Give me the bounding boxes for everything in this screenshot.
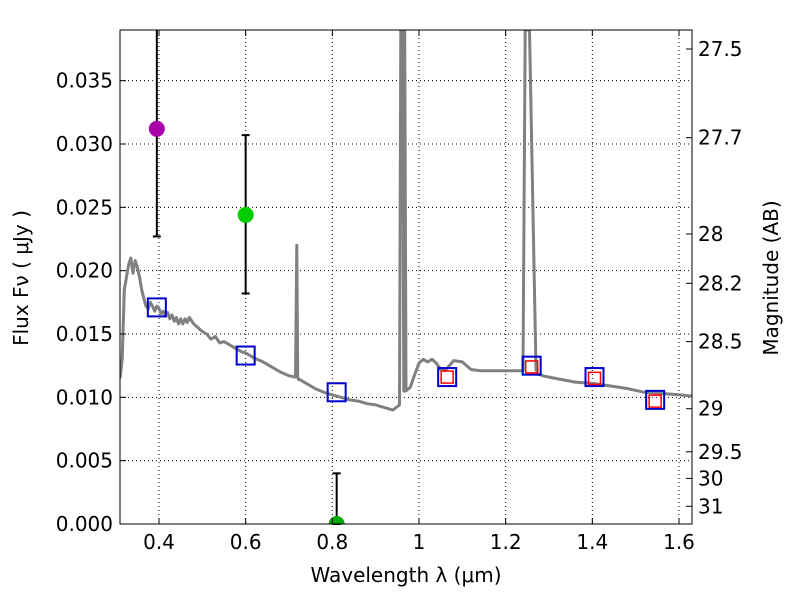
mag-tick-label: 28	[698, 222, 723, 246]
model-photometry-square	[584, 367, 605, 388]
y-tick-label: 0.035	[56, 69, 113, 93]
mag-tick-label: 28.2	[698, 271, 743, 295]
model-spectrum	[120, 30, 692, 412]
y-tick-label: 0.030	[56, 132, 113, 156]
y-tick-label: 0.000	[56, 512, 113, 536]
spectrum-line	[120, 30, 692, 412]
plot-frame	[119, 29, 693, 525]
mag-tick-label: 27.7	[698, 126, 743, 150]
error-bars	[152, 30, 341, 525]
x-tick-label: 0.8	[316, 530, 348, 554]
y-axis-ticks: 0.000 0.005 0.010 0.015 0.020 0.025 0.030 0.035	[56, 69, 126, 536]
observed-photometry-square	[587, 371, 602, 386]
x-tick-label: 1	[413, 530, 426, 554]
observed-photometry-square	[524, 360, 539, 374]
magnitude-axis-ticks: 27.5 27.7 28 28.2 28.5 29 29.530 31	[686, 37, 743, 518]
mag-tick-label: 29.5	[698, 440, 743, 464]
model-photometry-square	[437, 367, 458, 388]
y-tick-label: 0.010	[56, 385, 113, 409]
model-photometry-square	[645, 389, 666, 410]
mag-tick-label: 30	[698, 466, 723, 490]
mag-tick-label: 27.5	[698, 37, 743, 61]
mag-tick-label: 28.5	[698, 330, 743, 354]
detection-point	[237, 206, 254, 223]
y-tick-label: 0.015	[56, 322, 113, 346]
x-axis-ticks: 0.4 0.6 0.8 1 1.2 1.4 1.6	[143, 30, 695, 554]
observed-photometry-square	[648, 394, 662, 408]
x-tick-label: 1.2	[490, 530, 522, 554]
x-tick-label: 1.6	[663, 530, 695, 554]
observed-photometry-square	[440, 370, 454, 384]
mag-tick-label: 29	[698, 397, 723, 421]
y-tick-label: 0.005	[56, 449, 113, 473]
x-tick-label: 0.6	[230, 530, 262, 554]
y-tick-label: 0.020	[56, 259, 113, 283]
model-photometry-square	[521, 355, 542, 376]
x-axis-title: Wavelength λ (μm)	[310, 563, 501, 587]
y-axis-title: Flux Fν ( μJy )	[9, 210, 33, 346]
y2-axis-title: Magnitude (AB)	[759, 200, 783, 355]
y-tick-label: 0.025	[56, 195, 113, 219]
detection-point	[148, 120, 165, 137]
x-tick-label: 1.4	[576, 530, 608, 554]
photometry-markers	[146, 120, 666, 524]
model-photometry-square	[146, 297, 167, 318]
model-photometry-square	[326, 382, 347, 403]
model-photometry-square	[235, 345, 256, 366]
x-tick-label: 0.4	[143, 530, 175, 554]
axes-frame	[119, 29, 693, 525]
mag-tick-label: 31	[698, 494, 723, 518]
